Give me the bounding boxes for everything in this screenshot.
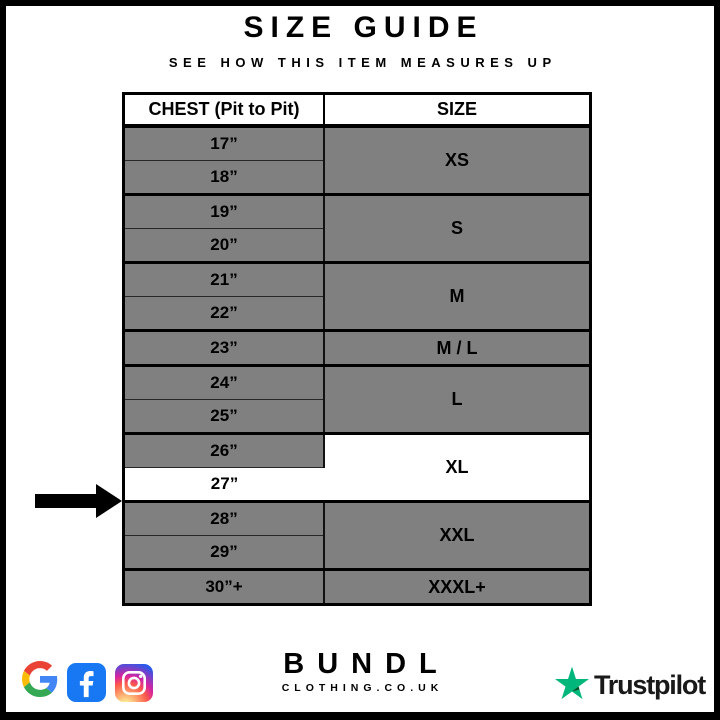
trustpilot-star-icon (555, 666, 589, 705)
arrow-shaft (35, 494, 97, 508)
trustpilot-label: Trustpilot (594, 670, 706, 700)
size-cell: XS (324, 124, 591, 195)
social-logos (22, 661, 153, 702)
chest-measurement-cell: 24” (123, 364, 325, 400)
chest-measurement-cell: 29” (123, 535, 325, 570)
size-table-row: 24” L (123, 364, 591, 434)
facebook-icon (67, 663, 106, 702)
trustpilot-logo: Trustpilot (555, 666, 706, 705)
arrow-head (96, 484, 122, 518)
column-header-chest: CHEST (Pit to Pit) (122, 92, 325, 128)
size-cell: XL (324, 432, 591, 502)
size-table-row: 27” (123, 467, 591, 502)
size-table-row: 26” XL (123, 432, 591, 502)
chest-measurement-cell: 23” (123, 329, 325, 366)
brand-name: BUNDL (283, 648, 450, 680)
highlight-arrow-icon (35, 484, 122, 518)
chest-measurement-cell: 18” (123, 160, 325, 195)
chest-measurement-cell: 28” (123, 500, 325, 536)
chest-measurement-cell: 19” (123, 193, 325, 229)
chest-measurement-cell: 17” (123, 124, 325, 161)
size-table-row: 23” M / L (123, 329, 591, 366)
size-table-row: 28” XXL (123, 500, 591, 570)
chest-measurement-cell: 22” (123, 296, 325, 331)
size-cell: XXL (324, 500, 591, 570)
size-table-row: 17” XS (123, 124, 591, 195)
size-cell: XXXL+ (324, 568, 591, 605)
size-table-row: 19” S (123, 193, 591, 263)
chest-measurement-cell: 26” (123, 432, 325, 468)
chest-measurement-cell: 25” (123, 399, 325, 434)
instagram-icon (115, 664, 153, 702)
column-header-size: SIZE (323, 92, 592, 128)
page-subtitle: SEE HOW THIS ITEM MEASURES UP (168, 55, 557, 70)
chest-measurement-cell: 20” (123, 228, 325, 263)
page-title: SIZE GUIDE (243, 11, 484, 44)
size-cell: S (324, 193, 591, 263)
brand-domain: CLOTHING.CO.UK (281, 682, 444, 694)
size-cell: M / L (324, 329, 591, 366)
size-table-row: 21” M (123, 261, 591, 331)
size-table: CHEST (Pit to Pit) SIZE 17” XS 18” 19” S 20” 2… (122, 92, 592, 606)
google-icon (22, 661, 58, 702)
brand-logo: BUNDL CLOTHING.CO.UK (6, 650, 714, 694)
size-table-row: 25” (123, 399, 591, 434)
size-table-header-row: CHEST (Pit to Pit) SIZE (122, 92, 592, 128)
chest-measurement-cell: 30”+ (123, 568, 325, 605)
chest-measurement-cell: 21” (123, 261, 325, 297)
size-table-row: 29” (123, 535, 591, 570)
size-table-row: 18” (123, 160, 591, 195)
size-cell: M (324, 261, 591, 331)
size-cell: L (324, 364, 591, 434)
highlighted-measurement-cell: 27” (123, 467, 324, 502)
size-table-row: 30”+ XXXL+ (123, 568, 591, 605)
